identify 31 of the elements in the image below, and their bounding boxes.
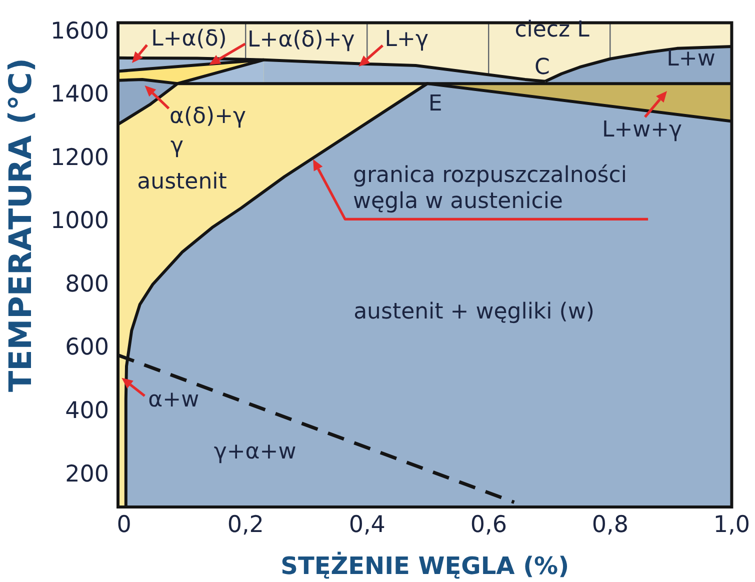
annotation: α(δ)+γ [169,104,246,130]
y-tick-label: 800 [65,271,109,298]
y-tick-label: 1400 [50,82,109,108]
x-tick-label: 1,0 [713,512,750,538]
annotation: ciecz L [514,18,590,43]
y-tick-label: 1600 [50,18,109,44]
annotation: α+w [148,388,200,413]
annotation: L+α(δ) [151,26,227,52]
annotation: L+w+γ [602,118,682,143]
annotation: γ [170,134,184,159]
y-tick-label: 400 [65,398,109,424]
y-axis-title: TEMPERATURA (°C) [3,58,40,392]
x-tick-label: 0,8 [592,512,628,538]
x-tick-label: 0,2 [227,512,264,538]
annotation: L+α(δ)+γ [248,28,355,53]
y-tick-label: 1000 [50,208,109,234]
x-tick-label: 0 [116,512,132,538]
annotation: L+w [666,46,716,72]
annotation: austenit + węgliki (w) [354,300,594,325]
y-tick-label: 200 [65,461,109,488]
y-tick-label: 600 [65,334,109,361]
annotation: C [534,55,550,80]
annotation: austenit [137,170,228,195]
x-tick-label: 0,4 [348,512,386,538]
annotation: E [428,91,442,116]
annotation: γ+α+w [214,440,296,465]
annotation: L+γ [384,27,428,52]
x-tick-label: 0,6 [470,512,507,538]
x-axis-title: STĘŻENIE WĘGLA (%) [280,550,570,580]
y-tick-label: 1200 [50,144,109,171]
annotation: granica rozpuszczalności węgla w austenicie [353,162,627,214]
